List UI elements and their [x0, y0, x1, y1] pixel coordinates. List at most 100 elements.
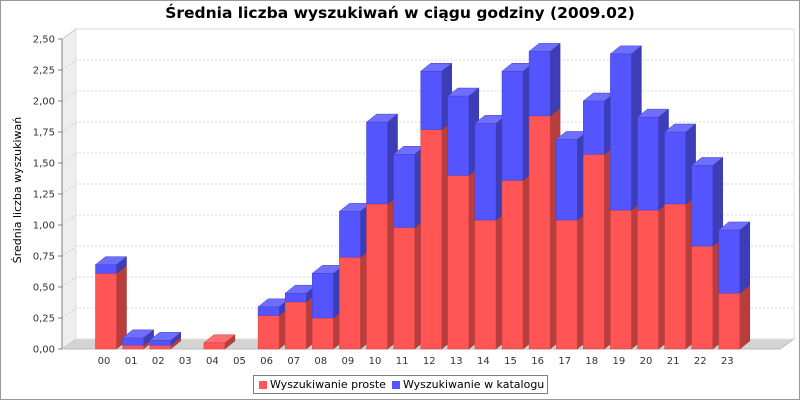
- x-tick-18: 18: [585, 356, 598, 367]
- bar-13-catalog: [447, 87, 480, 176]
- x-tick-03: 03: [179, 356, 192, 367]
- x-tick-01: 01: [125, 356, 138, 367]
- bar-20-simple: [637, 201, 669, 350]
- bar-front: [149, 345, 171, 350]
- y-tick-label: 1,75: [33, 128, 55, 139]
- x-tick-06: 06: [260, 356, 273, 367]
- bar-front: [366, 203, 388, 350]
- bar-top-23: [718, 221, 751, 231]
- bar-16-simple: [528, 107, 561, 350]
- bar-top-22: [690, 157, 724, 166]
- y-axis-label: Średnia liczba wyszukiwań: [11, 117, 24, 264]
- bar-top-00: [94, 256, 128, 265]
- bar-front: [501, 180, 524, 350]
- gridline: [61, 214, 794, 226]
- x-tick-20: 20: [640, 356, 653, 367]
- bar-front: [555, 139, 578, 221]
- bar-22-catalog: [691, 156, 723, 247]
- bar-front: [339, 211, 361, 258]
- legend-swatch-simple: [259, 380, 267, 389]
- bar-front: [122, 345, 144, 350]
- bar-front: [528, 51, 551, 117]
- gridline: [61, 307, 794, 319]
- bar-front: [95, 273, 117, 350]
- bar-14-catalog: [474, 114, 507, 221]
- bar-21-simple: [664, 195, 696, 350]
- bar-21-catalog: [664, 123, 696, 205]
- bar-17-simple: [555, 211, 588, 350]
- bar-front: [122, 337, 144, 346]
- x-axis-ticks: 00 01 02 03 04 05 06 07 08 09 10 11 12 13 14 15 16 17 18 19…: [98, 356, 734, 367]
- bar-front: [257, 306, 280, 316]
- y-tick-label: 0,75: [33, 252, 55, 263]
- bar-front: [366, 121, 388, 205]
- legend-label-simple: Wyszukiwanie proste: [270, 378, 386, 391]
- bar-front: [474, 219, 497, 350]
- bar-22-simple: [691, 237, 723, 350]
- bar-front: [393, 227, 415, 350]
- y-tick-label: 1,00: [33, 221, 55, 232]
- bar-14-simple: [474, 211, 507, 350]
- legend-label-catalog: Wyszukiwanie w katalogu: [402, 378, 545, 391]
- bar-front: [420, 70, 442, 130]
- bar-front: [447, 95, 470, 176]
- x-tick-16: 16: [531, 356, 544, 367]
- bar-front: [284, 292, 307, 303]
- bar-top-19: [609, 45, 643, 55]
- legend-item-catalog: Wyszukiwanie w katalogu: [391, 378, 545, 391]
- x-tick-12: 12: [423, 356, 436, 367]
- bar-12-catalog: [420, 62, 452, 131]
- bar-20-catalog: [637, 108, 669, 211]
- bar-11-simple: [393, 218, 425, 350]
- bar-top-12: [419, 62, 453, 72]
- x-tick-17: 17: [558, 356, 571, 367]
- x-tick-19: 19: [613, 356, 626, 367]
- bar-front: [474, 123, 497, 221]
- x-tick-07: 07: [287, 356, 300, 367]
- bar-front: [664, 131, 686, 205]
- bar-front: [312, 273, 334, 319]
- y-tick-label: 2,25: [33, 66, 55, 77]
- legend-swatch-catalog: [391, 380, 400, 389]
- bar-front: [610, 53, 632, 211]
- gridline: [61, 183, 794, 195]
- bar-23-catalog: [718, 221, 751, 294]
- gridline: [61, 28, 794, 40]
- bar-front: [312, 317, 334, 350]
- y-axis-ticks: 0,00 0,25 0,50 0,75 1,00 1,25 1,50 1,75 2,00 2,25…: [33, 35, 63, 356]
- x-tick-15: 15: [504, 356, 517, 367]
- x-tick-23: 23: [721, 356, 734, 367]
- bar-front: [393, 154, 415, 228]
- bar-front: [664, 203, 686, 350]
- x-tick-02: 02: [152, 356, 165, 367]
- bar-17-catalog: [555, 130, 588, 221]
- bar-front: [637, 116, 659, 211]
- bar-15-simple: [501, 171, 534, 350]
- bar-front: [203, 342, 226, 350]
- x-tick-22: 22: [694, 356, 707, 367]
- gridline: [61, 59, 794, 71]
- bar-top-01: [121, 329, 155, 339]
- bar-11-catalog: [393, 145, 425, 229]
- bar-23-simple: [718, 284, 751, 350]
- bars: [94, 42, 751, 350]
- bar-19-catalog: [610, 45, 642, 211]
- bar-09-simple: [339, 248, 371, 350]
- legend-item-simple: Wyszukiwanie proste: [259, 378, 386, 391]
- bar-top-20: [636, 108, 670, 118]
- bar-15-catalog: [501, 62, 534, 181]
- gridlines: [61, 28, 794, 319]
- bar-front: [637, 209, 659, 350]
- bar-07-simple: [284, 293, 317, 350]
- chart-title: Średnia liczba wyszukiwań w ciągu godzin…: [165, 4, 635, 22]
- bar-front: [528, 115, 551, 350]
- x-tick-14: 14: [477, 356, 490, 367]
- bar-front: [718, 292, 741, 350]
- y-tick-label: 0,25: [33, 314, 55, 325]
- x-tick-05: 05: [233, 356, 246, 367]
- x-tick-00: 00: [98, 356, 111, 367]
- y-tick-label: 2,00: [33, 97, 55, 108]
- gridline: [61, 245, 794, 257]
- x-tick-10: 10: [369, 356, 382, 367]
